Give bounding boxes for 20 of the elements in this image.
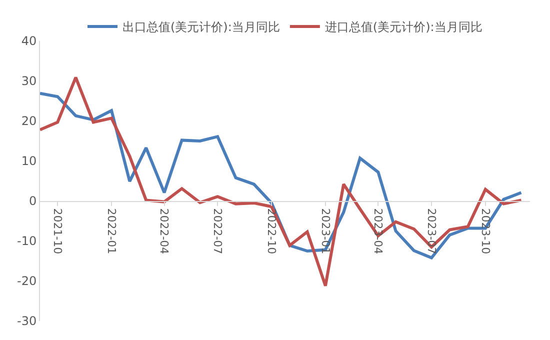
x-tick-label: 2023-10 [478,208,492,254]
x-tick-label: 2023-07 [424,208,438,254]
x-tick-label: 2022-07 [211,208,224,254]
y-tick-label: 0 [28,194,37,208]
x-tick-label: 2023-04 [372,208,385,254]
x-tick-label: 2022-04 [158,208,171,254]
y-tick-label: 30 [21,74,37,88]
y-tick-label: 10 [21,154,37,168]
line-series [40,76,523,288]
y-tick-label: 40 [21,34,37,48]
y-tick-label: -30 [16,314,37,328]
y-tick-label: 20 [21,114,37,128]
y-tick-label: -20 [16,274,37,288]
x-tick-label: 2022-10 [264,208,278,254]
x-tick-label: 2023-01 [318,208,332,254]
y-tick-label: -10 [16,234,37,248]
legend-label: 出口总值(美元计价):当月同比 [122,20,280,34]
legend-label: 进口总值(美元计价):当月同比 [324,20,482,34]
x-tick-label: 2022-01 [104,208,118,254]
x-tick-label: 2021-10 [51,208,64,254]
